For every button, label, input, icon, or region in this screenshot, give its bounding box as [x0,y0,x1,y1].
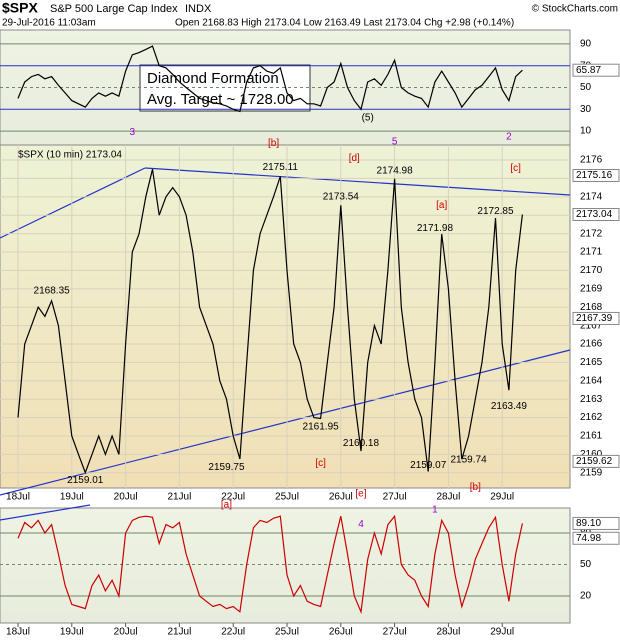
y-tick-label: 20 [580,591,592,602]
annotation: 2159.01 [67,475,104,486]
series-line [17,45,523,113]
value-marker [572,207,620,221]
annotation: 1 [432,505,438,516]
exchange: INDX [185,3,212,15]
x-tick-label: 29Jul [490,492,514,503]
x-tick-label: 25Jul [275,492,299,503]
value-marker-label: 74.98 [576,533,601,544]
y-tick-label: 2171 [580,247,603,258]
value-marker [572,311,620,325]
value-marker [572,531,620,545]
y-tick-label: 2162 [580,412,603,423]
stoch-panel [0,507,571,624]
y-tick-label: 10 [580,126,592,137]
y-tick-label: 2169 [580,283,603,294]
annotation: 2159.75 [208,462,245,473]
value-marker-label: 2175.16 [576,170,613,181]
price-panel [0,144,571,489]
y-tick-label: 2168 [580,302,603,313]
y-tick-label: 2176 [580,155,603,166]
value-marker [572,454,620,468]
x-tick-label: 25Jul [275,627,299,638]
index-name: S&P 500 Large Cap Index [50,3,178,15]
x-tick-label: 20Jul [114,492,138,503]
x-tick-label: 28Jul [436,492,460,503]
x-tick-label: 20Jul [114,627,138,638]
annotation: 3 [130,127,136,138]
y-tick-label: 2174 [580,191,603,202]
trendlines [0,167,571,521]
series-line [17,169,523,475]
x-tick-label: 19Jul [60,627,84,638]
annotation: [e] [355,489,366,500]
value-marker-label: 2173.04 [576,209,613,220]
annotation: 2174.98 [377,166,414,177]
copyright: © StockCharts.com [532,4,618,15]
y-tick-label: 2167 [580,320,603,331]
y-tick-label: 2170 [580,265,603,276]
x-tick-label: 18Jul [6,492,30,503]
annotation: [a] [221,499,232,510]
quote: Open 2168.83 High 2173.04 Low 2163.49 La… [175,18,514,29]
value-marker [572,516,620,530]
y-tick-label: 2164 [580,375,603,386]
annotation: 2159.07 [410,460,447,471]
x-tick-label: 26Jul [329,492,353,503]
series-line [17,514,523,615]
x-tick-label: 29Jul [490,627,514,638]
y-tick-label: 50 [580,559,592,570]
annotation: 2161.95 [303,421,340,432]
x-tick-label: 27Jul [383,492,407,503]
x-tick-label: 26Jul [329,627,353,638]
note-line: Diamond Formation [147,70,279,87]
symbol: $SPX [2,0,38,16]
x-tick-label: 21Jul [167,492,191,503]
x-tick-label: 18Jul [6,627,30,638]
value-marker [572,63,620,77]
annotation: 2172.85 [477,206,514,217]
y-tick-label: 2160 [580,449,603,460]
x-tick-label: 28Jul [436,627,460,638]
annotation: 2160.18 [343,438,380,449]
x-tick-label: 22Jul [221,627,245,638]
date: 29-Jul-2016 11:03am [2,18,96,29]
x-tick-label: 27Jul [383,627,407,638]
annotation: 2 [506,132,512,143]
y-tick-label: 2161 [580,431,603,442]
annotation: 2159.74 [450,455,487,466]
annotation: [c] [315,458,326,469]
y-tick-label: 90 [580,39,592,50]
x-tick-label: 22Jul [221,492,245,503]
value-marker-label: 2159.62 [576,456,613,467]
y-tick-label: 2165 [580,357,603,368]
annotation: 2163.49 [491,401,528,412]
value-marker [572,168,620,182]
y-tick-label: 2166 [580,339,603,350]
annotation: 2168.35 [34,285,71,296]
annotation: 2175.11 [263,162,299,173]
annotation: 5 [392,136,398,147]
y-tick-label: 50 [580,82,592,93]
annotation: 2171.98 [417,223,454,234]
y-tick-label: 2172 [580,228,603,239]
y-tick-label: 2163 [580,394,603,405]
annotation: [b] [268,138,279,149]
annotation: 2173.54 [323,191,360,202]
x-tick-label: 21Jul [167,627,191,638]
value-marker-label: 65.87 [576,65,601,76]
value-marker-label: 2167.39 [576,313,613,324]
annotation: [c] [510,163,521,174]
x-tick-label: 19Jul [60,492,84,503]
annotation: [b] [470,482,481,493]
legend: $SPX (10 min) 2173.04 [18,150,122,161]
note-line: Avg. Target ~ 1728.00 [147,91,294,108]
annotation: (5) [362,112,374,123]
annotation: [a] [436,200,447,211]
annotation: [d] [349,153,360,164]
y-tick-label: 2159 [580,467,603,478]
value-marker-label: 89.10 [576,518,601,529]
y-tick-label: 30 [580,104,592,115]
annotation: 4 [358,519,364,530]
